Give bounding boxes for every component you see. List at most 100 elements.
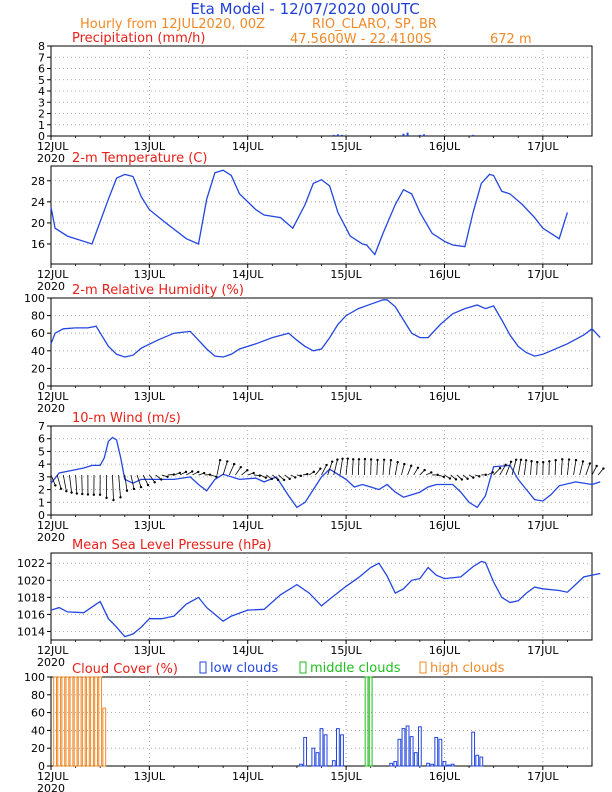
pressure-panel: 1014 1016 1018 1020 1022 12JUL 13JUL 14JUL 15JUL… — [17, 538, 601, 669]
wind-barb-head — [160, 478, 163, 481]
cloud-bar — [471, 731, 476, 767]
cloud-ytick-label: 80 — [31, 689, 45, 702]
precip-bar — [418, 134, 421, 136]
cloud-xtick-label: 14JUL — [232, 770, 264, 783]
wind-barb — [511, 459, 517, 476]
wind-barb-head — [336, 458, 339, 461]
precip-ytick-label: 2 — [38, 108, 45, 121]
temperature-year-label: 2020 — [37, 280, 65, 293]
precip-bar — [402, 133, 405, 136]
wind-barb — [493, 467, 501, 476]
wind-barb — [235, 466, 242, 476]
humidity-xtick-label: 12JUL — [37, 390, 69, 403]
cloud-legend-swatch — [419, 661, 427, 674]
wind-barb-head — [460, 478, 464, 481]
precip-xtick-label: 14JUL — [232, 140, 264, 153]
wind-xtick-label: 15JUL — [330, 519, 362, 532]
wind-barb-head — [442, 475, 446, 479]
pressure-ytick-label: 1022 — [17, 557, 45, 570]
humidity-ytick-label: 20 — [31, 362, 45, 375]
wind-barb — [351, 459, 354, 475]
wind-title: 10-m Wind (m/s) — [72, 411, 181, 426]
wind-barb-head — [369, 458, 373, 461]
wind-barb — [155, 474, 162, 480]
temperature-xtick-label: 15JUL — [330, 268, 362, 281]
wind-barb-head — [530, 460, 533, 463]
cloud-bar — [299, 763, 303, 767]
wind-barb-head — [226, 460, 229, 463]
wind-barb-head — [246, 468, 249, 472]
wind-barb — [75, 474, 78, 494]
humidity-xtick-label: 14JUL — [232, 390, 264, 403]
precip-bar — [406, 132, 409, 136]
cloud-legend-label: low clouds — [210, 661, 279, 676]
pressure-xtick-label: 13JUL — [134, 644, 166, 657]
wind-barb — [333, 459, 338, 476]
cloud-bar — [335, 728, 340, 767]
cloud-year-label: 2020 — [37, 782, 65, 792]
humidity-ytick-label: 80 — [31, 310, 45, 323]
wind-barb-head — [346, 457, 349, 460]
cloud-bar — [81, 676, 86, 767]
cloud-ytick-label: 40 — [31, 724, 45, 737]
wind-barb-head — [519, 458, 523, 462]
wind-barb-head — [264, 476, 268, 479]
pressure-xtick-label: 16JUL — [429, 644, 461, 657]
wind-barb-head — [416, 466, 420, 469]
wind-barb-head — [232, 462, 236, 466]
wind-barb-head — [98, 493, 102, 496]
wind-barb — [142, 474, 149, 486]
pressure-year-label: 2020 — [37, 656, 65, 669]
wind-barb-head — [218, 458, 222, 462]
cloud-bar — [397, 738, 402, 767]
wind-barb — [567, 459, 570, 475]
wind-barb-head — [524, 459, 528, 462]
wind-barb-head — [430, 471, 433, 474]
wind-barb — [597, 468, 604, 476]
precip-ytick-label: 6 — [38, 63, 45, 76]
humidity-frame — [50, 297, 593, 387]
wind-barb — [554, 460, 557, 475]
precip-year-label: 2020 — [37, 152, 65, 165]
wind-barb-head — [389, 459, 393, 462]
wind-barb — [69, 474, 72, 493]
wind-barb-head — [252, 471, 255, 475]
cloud-bar — [450, 763, 455, 767]
wind-barb — [56, 474, 62, 489]
cloud-ytick-label: 100 — [24, 671, 45, 684]
wind-barb — [407, 465, 412, 476]
precip-xtick-label: 16JUL — [429, 140, 461, 153]
cloud-bar — [434, 737, 439, 767]
cloud-bar — [90, 676, 94, 767]
pressure-ytick-label: 1016 — [17, 608, 45, 621]
cloud-bar — [98, 676, 103, 767]
cloud-bar — [323, 734, 328, 767]
humidity-ytick-label: 40 — [31, 345, 45, 358]
wind-barb — [579, 461, 584, 476]
cloud-xtick-label: 15JUL — [330, 770, 362, 783]
humidity-year-label: 2020 — [37, 402, 65, 415]
humidity-xtick-label: 13JUL — [134, 390, 166, 403]
wind-barb-head — [153, 481, 156, 484]
wind-barb — [278, 474, 285, 481]
cloud-bar — [364, 676, 369, 767]
wind-barb — [81, 474, 83, 495]
location-label: RIO_CLARO, SP, BR — [312, 17, 437, 32]
precip-bar — [332, 134, 335, 136]
chart-title: Eta Model - 12/07/2020 00UTC — [190, 0, 419, 18]
pressure-frame — [50, 552, 593, 641]
wind-barb-head — [299, 474, 303, 478]
wind-barb-head — [105, 496, 108, 500]
wind-barb-head — [239, 465, 243, 469]
cloud-bar — [315, 752, 320, 767]
wind-barb-head — [306, 472, 309, 476]
wind-barb-head — [466, 477, 469, 480]
wind-barb-head — [554, 458, 557, 462]
wind-barb — [124, 474, 128, 491]
cloud-xtick-label: 16JUL — [429, 770, 461, 783]
wind-barb — [517, 459, 522, 476]
wind-ytick-label: 4 — [38, 458, 45, 471]
temperature-xtick-label: 13JUL — [134, 268, 166, 281]
wind-barb-head — [312, 470, 316, 474]
